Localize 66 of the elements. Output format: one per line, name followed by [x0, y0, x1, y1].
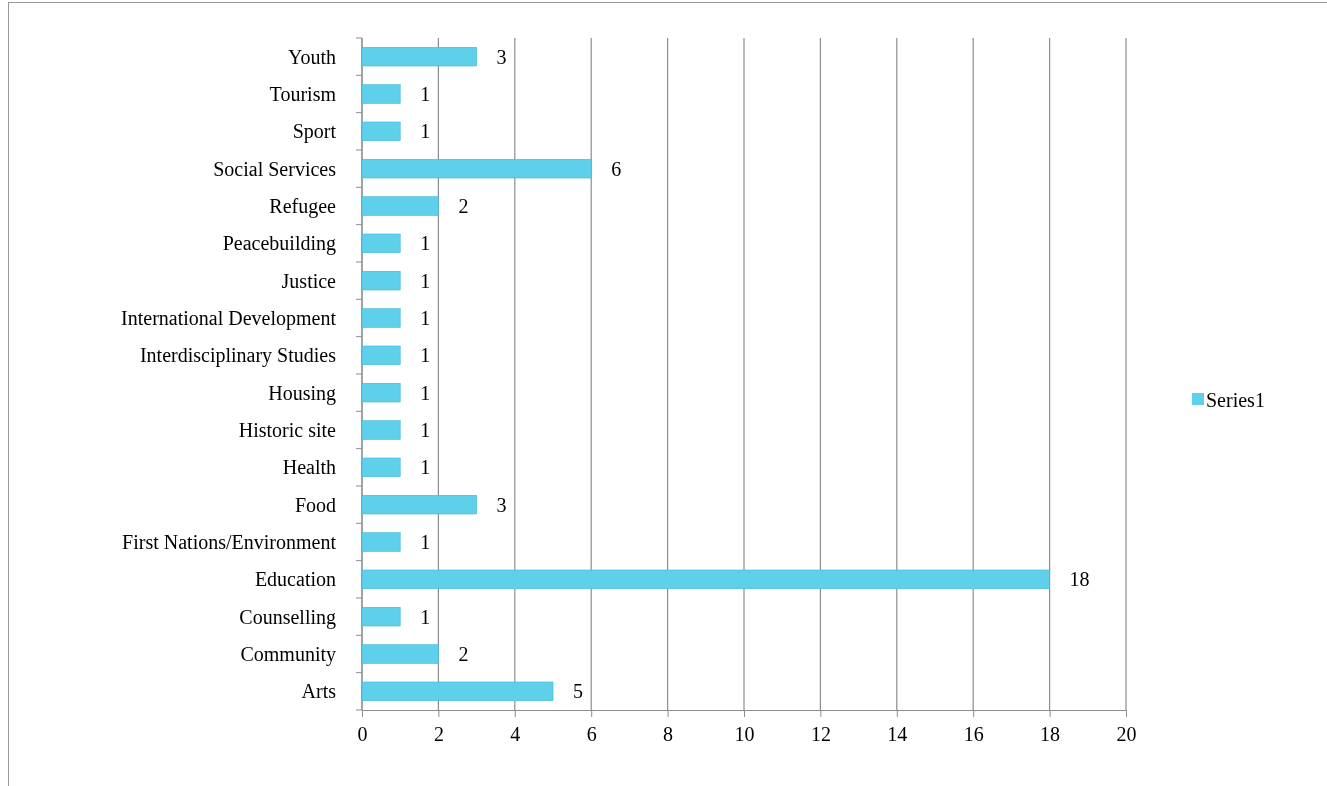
bar	[361, 84, 401, 104]
bar	[361, 681, 554, 701]
data-label: 2	[458, 643, 469, 665]
data-label: 1	[420, 232, 431, 255]
data-label: 1	[420, 381, 431, 404]
legend-label: Series1	[1206, 389, 1265, 411]
data-label: 5	[573, 680, 583, 703]
bar	[361, 607, 401, 627]
bar	[361, 383, 401, 403]
data-label: 18	[1069, 568, 1090, 591]
y-tick-label: Youth	[288, 45, 336, 68]
bar	[361, 644, 439, 664]
x-tick-label: 14	[887, 723, 908, 746]
data-label: 1	[420, 120, 431, 143]
x-tick-label: 6	[586, 723, 597, 746]
bar	[361, 457, 401, 477]
data-label: 3	[496, 45, 507, 68]
bar	[361, 159, 592, 179]
bar	[361, 420, 401, 440]
bar	[361, 121, 401, 141]
y-tick-label: Community	[240, 643, 336, 666]
y-tick-label: Justice	[281, 269, 337, 292]
bar	[361, 196, 439, 216]
y-tick-label: International Development	[121, 307, 337, 330]
data-label: 1	[420, 269, 431, 292]
x-tick-label: 0	[357, 723, 368, 746]
y-tick-label: Arts	[301, 680, 337, 703]
bar	[361, 233, 401, 253]
y-tick-label: First Nations/Environment	[122, 531, 337, 553]
x-tick-label: 4	[510, 723, 521, 746]
data-label: 1	[420, 419, 431, 441]
data-label: 3	[496, 493, 507, 516]
x-tick-label: 12	[810, 723, 831, 746]
bar	[361, 308, 401, 328]
y-tick-label: Tourism	[269, 83, 337, 105]
bar	[361, 532, 401, 552]
bar	[361, 345, 401, 365]
data-label: 1	[420, 605, 431, 628]
y-tick-label: Education	[254, 568, 336, 591]
data-label: 1	[420, 456, 431, 479]
bar	[361, 271, 401, 291]
y-tick-label: Historic site	[238, 419, 337, 441]
data-label: 6	[611, 157, 622, 180]
data-label: 1	[420, 83, 431, 105]
y-tick-label: Interdisciplinary Studies	[139, 344, 337, 368]
x-tick-label: 10	[734, 723, 755, 746]
x-tick-label: 8	[663, 723, 674, 746]
bar	[361, 569, 1050, 589]
y-tick-label: Social Services	[213, 157, 337, 180]
x-tick-label: 2	[433, 723, 444, 746]
data-label: 2	[458, 195, 469, 217]
data-label: 1	[420, 307, 431, 329]
data-label: 1	[420, 344, 431, 367]
x-tick-label: 18	[1040, 723, 1061, 746]
bar	[361, 47, 477, 67]
y-tick-label: Refugee	[269, 195, 337, 218]
y-tick-label: Counselling	[239, 605, 336, 629]
y-tick-label: Sport	[292, 120, 337, 144]
bar	[361, 495, 477, 515]
data-label: 1	[420, 531, 431, 553]
y-tick-label: Peacebuilding	[222, 232, 336, 256]
y-tick-label: Housing	[268, 381, 336, 405]
y-tick-label: Food	[294, 493, 336, 516]
x-tick-label: 16	[963, 723, 984, 746]
x-tick-label: 20	[1116, 723, 1137, 746]
y-tick-label: Health	[282, 456, 336, 479]
